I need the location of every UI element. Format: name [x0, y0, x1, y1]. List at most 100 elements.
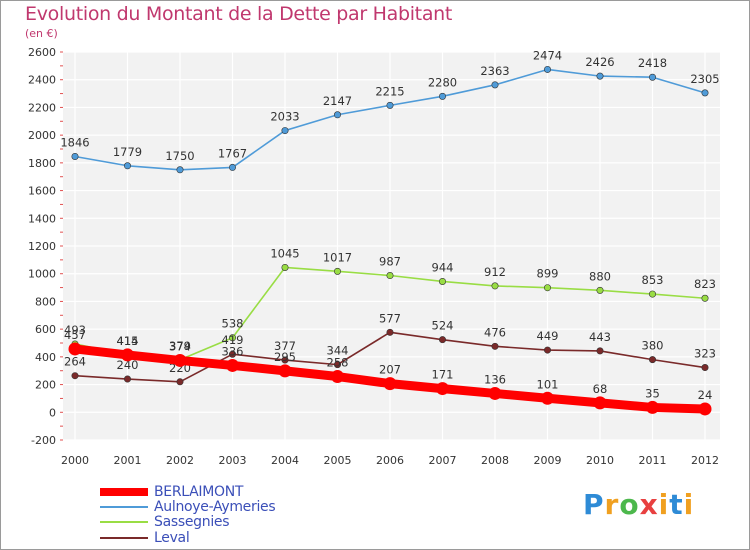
x-tick-label: 2003	[219, 454, 247, 467]
data-point	[386, 272, 394, 280]
data-point	[491, 282, 499, 290]
data-label: 1045	[270, 246, 299, 260]
data-label: 2147	[323, 94, 352, 108]
data-point	[541, 391, 554, 405]
data-point	[333, 111, 341, 119]
y-tick-label: 1800	[28, 157, 56, 170]
y-tick-label: 1400	[28, 212, 56, 225]
data-point	[701, 294, 709, 302]
data-label: 344	[327, 344, 349, 358]
data-label: 258	[327, 356, 349, 370]
data-label: 415	[117, 334, 139, 348]
legend-label: BERLAIMONT	[154, 484, 244, 500]
data-label: 524	[432, 319, 454, 333]
data-label: 2280	[428, 75, 457, 89]
data-label: 944	[432, 260, 454, 274]
y-tick-label: 2400	[28, 74, 56, 87]
data-point	[229, 334, 237, 342]
y-tick-label: 0	[49, 406, 56, 419]
data-label: 1750	[165, 149, 194, 163]
data-point	[438, 277, 446, 285]
data-point	[438, 336, 446, 344]
data-point	[648, 290, 656, 298]
legend-item: Aulnoye-Aymeries	[100, 499, 276, 515]
data-point	[543, 65, 551, 73]
data-point	[124, 375, 132, 383]
data-label: 2363	[480, 64, 509, 78]
data-point	[488, 386, 502, 400]
data-label: 1017	[323, 250, 352, 264]
x-tick-label: 2007	[429, 454, 457, 467]
data-label: 24	[698, 388, 713, 402]
y-tick-label: 2000	[28, 129, 56, 142]
data-point	[176, 166, 184, 174]
data-label: 264	[64, 355, 86, 369]
data-label: 35	[645, 386, 660, 400]
data-point	[281, 356, 289, 364]
x-tick-label: 2012	[691, 454, 719, 467]
data-point	[701, 89, 709, 97]
data-label: 1779	[113, 145, 142, 159]
data-label: 374	[169, 339, 191, 353]
y-tick-label: -200	[31, 434, 56, 447]
data-point	[229, 350, 237, 358]
data-point	[333, 361, 341, 369]
data-label: 449	[537, 329, 559, 343]
data-point	[491, 342, 499, 350]
data-point	[383, 377, 397, 391]
data-label: 207	[379, 363, 401, 377]
y-tick-label: 400	[35, 351, 56, 364]
x-tick-label: 2005	[324, 454, 352, 467]
data-point	[281, 263, 289, 271]
legend-label: Aulnoye-Aymeries	[154, 499, 276, 515]
data-label: 240	[117, 358, 139, 372]
data-label: 443	[589, 330, 611, 344]
data-label: 577	[379, 311, 401, 325]
data-point	[491, 81, 499, 89]
data-label: 476	[484, 325, 506, 339]
data-label: 414	[117, 334, 139, 348]
data-point	[646, 400, 659, 414]
x-tick-label: 2002	[166, 454, 194, 467]
data-point	[596, 347, 604, 355]
data-point	[596, 72, 604, 80]
data-point	[333, 267, 341, 275]
y-tick-label: 800	[35, 295, 56, 308]
data-point	[438, 92, 446, 100]
data-label: 912	[484, 265, 506, 279]
data-point	[71, 372, 79, 380]
data-label: 538	[222, 317, 244, 331]
legend-swatch	[100, 521, 148, 523]
data-label: 2418	[638, 56, 667, 70]
data-label: 880	[589, 269, 611, 283]
legend-item: Sassegnies	[100, 514, 230, 530]
chart-title: Evolution du Montant de la Dette par Hab…	[25, 3, 453, 25]
data-label: 1846	[60, 135, 89, 149]
y-tick-label: 2600	[28, 46, 56, 59]
data-point	[543, 284, 551, 292]
data-label: 1767	[218, 146, 247, 160]
proxiti-logo: Proxiti	[583, 488, 695, 521]
data-label: 336	[222, 344, 244, 358]
data-point	[173, 353, 187, 367]
data-label: 101	[537, 377, 559, 391]
data-label: 2215	[375, 84, 404, 98]
data-point	[121, 348, 134, 362]
x-tick-label: 2000	[61, 454, 89, 467]
data-label: 295	[274, 350, 296, 364]
data-point	[226, 358, 239, 372]
data-label: 68	[593, 382, 608, 396]
x-tick-label: 2010	[586, 454, 614, 467]
data-label: 323	[694, 347, 716, 361]
data-label: 899	[537, 267, 559, 281]
data-point	[229, 163, 237, 171]
x-tick-label: 2009	[534, 454, 562, 467]
data-point	[596, 286, 604, 294]
legend-swatch	[100, 537, 148, 539]
data-point	[648, 73, 656, 81]
data-point	[593, 396, 607, 410]
data-label: 380	[642, 339, 664, 353]
data-label: 379	[169, 339, 191, 353]
y-tick-label: 600	[35, 323, 56, 336]
